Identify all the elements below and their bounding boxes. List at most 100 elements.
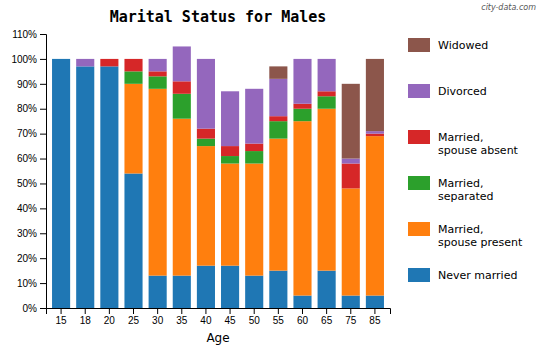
bar bbox=[52, 58, 70, 59]
bar bbox=[52, 59, 70, 308]
bar bbox=[293, 58, 311, 59]
legend-label-line: Married, bbox=[438, 223, 483, 236]
bar bbox=[149, 58, 167, 59]
tick-label: 40 bbox=[200, 315, 212, 326]
plot-area: 15182025303540455055606575850%10%20%30%4… bbox=[11, 29, 390, 326]
bar bbox=[124, 59, 142, 71]
tick-mark bbox=[109, 308, 110, 314]
series bbox=[124, 84, 384, 296]
tick-label: 15 bbox=[56, 315, 68, 326]
tick: 30 bbox=[152, 308, 164, 326]
tick-mark bbox=[350, 308, 351, 314]
tick-label: 100% bbox=[11, 54, 37, 65]
tick-mark bbox=[40, 159, 46, 160]
tick-mark bbox=[85, 308, 86, 314]
bar bbox=[149, 89, 167, 276]
tick-mark bbox=[374, 308, 375, 314]
tick-mark bbox=[133, 308, 134, 314]
legend-label: Widowed bbox=[438, 39, 488, 52]
tick-mark bbox=[61, 308, 62, 314]
tick-label: 55 bbox=[273, 315, 285, 326]
bar bbox=[197, 129, 215, 139]
legend-label: Married,spouse present bbox=[438, 223, 523, 249]
bar bbox=[245, 164, 263, 276]
tick-mark bbox=[40, 183, 46, 184]
bar bbox=[342, 164, 360, 189]
tick-mark bbox=[40, 109, 46, 110]
bar bbox=[245, 144, 263, 151]
tick: 85 bbox=[369, 308, 381, 326]
tick-label: 70% bbox=[17, 128, 37, 139]
legend-item: Married,spouse absent bbox=[408, 130, 519, 157]
tick-label: 60 bbox=[297, 315, 309, 326]
bar bbox=[197, 266, 215, 308]
tick: 18 bbox=[80, 308, 92, 326]
bar bbox=[269, 121, 287, 138]
bar bbox=[342, 296, 360, 308]
tick: 25 bbox=[128, 308, 140, 326]
bar bbox=[197, 139, 215, 146]
bar bbox=[318, 58, 336, 59]
bar bbox=[124, 58, 142, 59]
bar bbox=[293, 104, 311, 109]
bar bbox=[197, 59, 215, 129]
x-axis-title: Age bbox=[206, 331, 229, 345]
y-axis: 0%10%20%30%40%50%60%70%80%90%100%110% bbox=[11, 29, 46, 314]
series bbox=[100, 59, 384, 189]
tick-label: 35 bbox=[176, 315, 188, 326]
tick-mark bbox=[326, 308, 327, 314]
tick: 0% bbox=[23, 303, 46, 314]
title: Marital Status for Males bbox=[110, 8, 327, 26]
legend-item: Divorced bbox=[408, 84, 487, 98]
legend-label: Never married bbox=[438, 269, 517, 282]
bars bbox=[52, 46, 384, 308]
tick-mark bbox=[40, 84, 46, 85]
bar bbox=[52, 58, 70, 59]
tick-label: 30% bbox=[17, 228, 37, 239]
x-axis: 1518202530354045505560657585 bbox=[47, 308, 391, 326]
tick-mark bbox=[40, 283, 46, 284]
tick-label: 50% bbox=[17, 178, 37, 189]
bar bbox=[124, 58, 142, 59]
bar bbox=[293, 59, 311, 104]
tick-label: 0% bbox=[23, 303, 38, 314]
tick-label: 110% bbox=[12, 29, 37, 40]
bar bbox=[149, 59, 167, 71]
tick: 100% bbox=[11, 54, 46, 65]
tick-label: 85 bbox=[369, 315, 381, 326]
bar bbox=[293, 121, 311, 295]
bar bbox=[342, 84, 360, 159]
bar bbox=[76, 58, 94, 59]
tick: 60% bbox=[17, 153, 46, 164]
bar bbox=[173, 119, 191, 276]
bar bbox=[366, 134, 384, 136]
bar bbox=[100, 58, 118, 59]
bar bbox=[221, 91, 239, 146]
legend-swatch bbox=[408, 84, 430, 98]
bar bbox=[269, 79, 287, 116]
legend-label-line: Divorced bbox=[438, 85, 487, 98]
bar bbox=[221, 91, 239, 92]
bar bbox=[124, 71, 142, 83]
bar bbox=[52, 58, 70, 59]
tick: 15 bbox=[56, 308, 68, 326]
series bbox=[76, 46, 384, 163]
tick: 80% bbox=[17, 103, 46, 114]
tick: 35 bbox=[176, 308, 188, 326]
legend-label-line: Never married bbox=[438, 269, 517, 282]
legend-label: Married,spouse absent bbox=[438, 131, 519, 157]
bar bbox=[342, 188, 360, 295]
bar bbox=[173, 94, 191, 119]
bar bbox=[269, 139, 287, 271]
bar bbox=[52, 58, 70, 59]
bar bbox=[366, 136, 384, 295]
tick-label: 90% bbox=[17, 79, 37, 90]
bar bbox=[269, 66, 287, 78]
tick: 55 bbox=[273, 308, 285, 326]
tick-mark bbox=[40, 233, 46, 234]
tick-label: 75 bbox=[345, 315, 357, 326]
bar bbox=[173, 276, 191, 308]
legend-label: Married,separated bbox=[438, 177, 494, 203]
tick: 40% bbox=[17, 203, 46, 214]
bar bbox=[318, 271, 336, 308]
